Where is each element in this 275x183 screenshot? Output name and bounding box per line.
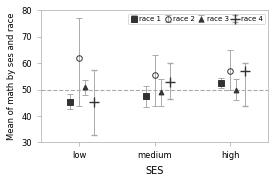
Y-axis label: Mean of math by ses and race: Mean of math by ses and race <box>7 13 16 140</box>
X-axis label: SES: SES <box>145 166 164 176</box>
Legend: race 1, race 2, race 3, race 4: race 1, race 2, race 3, race 4 <box>128 14 265 24</box>
